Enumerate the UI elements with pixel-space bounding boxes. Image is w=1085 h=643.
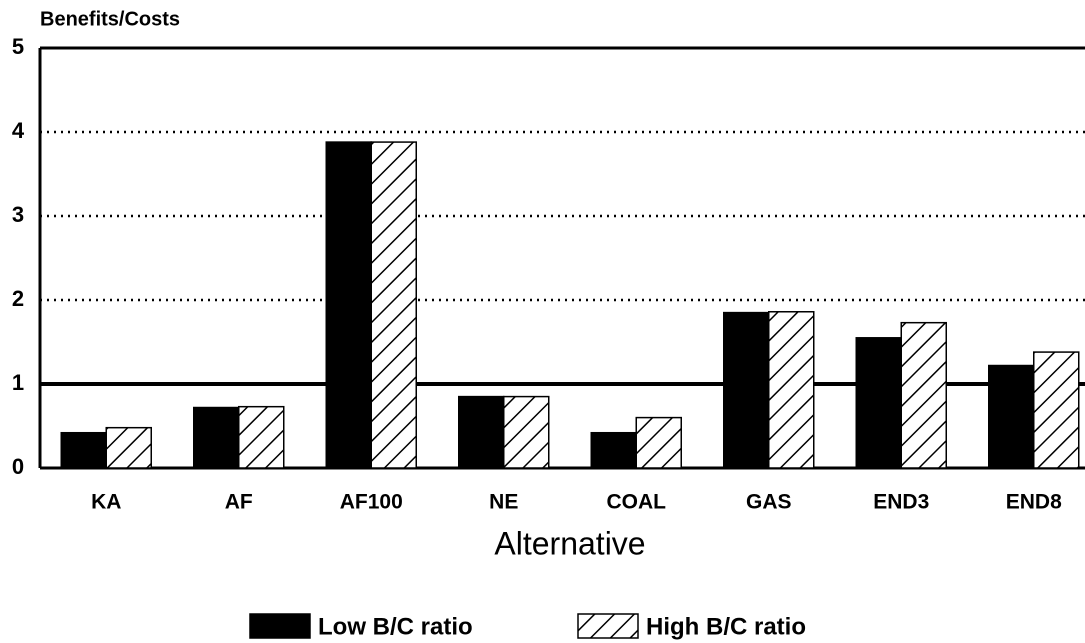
legend-label: High B/C ratio	[646, 613, 806, 640]
bar	[855, 337, 902, 469]
x-tick-label: END8	[1006, 491, 1062, 514]
x-tick-label: AF100	[340, 491, 403, 514]
bar	[238, 405, 285, 469]
bar	[635, 416, 682, 469]
bar	[458, 395, 505, 469]
bar	[325, 141, 372, 469]
bar	[988, 364, 1035, 469]
bar	[723, 311, 770, 469]
bar	[193, 406, 240, 469]
x-tick-label: GAS	[746, 491, 792, 514]
bar	[900, 321, 947, 469]
bar	[370, 141, 417, 469]
bar	[590, 431, 637, 469]
y-axis-label: Benefits/Costs	[40, 8, 180, 30]
bar	[768, 311, 815, 469]
bar	[105, 426, 152, 469]
x-tick-label: NE	[489, 491, 518, 514]
x-axis-label: Alternative	[494, 525, 645, 561]
y-tick-label: 3	[12, 202, 24, 227]
bar	[1033, 351, 1080, 469]
x-tick-label: KA	[91, 491, 121, 514]
y-tick-label: 0	[12, 454, 24, 479]
x-tick-label: END3	[873, 491, 929, 514]
x-tick-label: COAL	[607, 491, 667, 514]
y-tick-label: 5	[12, 34, 24, 59]
x-tick-label: AF	[225, 491, 253, 514]
y-tick-label: 1	[12, 370, 24, 395]
bar	[503, 395, 550, 469]
y-tick-label: 4	[12, 118, 25, 143]
legend-swatch	[249, 613, 311, 639]
legend-swatch	[577, 613, 639, 639]
bar	[60, 431, 107, 469]
y-tick-label: 2	[12, 286, 24, 311]
legend-label: Low B/C ratio	[318, 613, 473, 640]
